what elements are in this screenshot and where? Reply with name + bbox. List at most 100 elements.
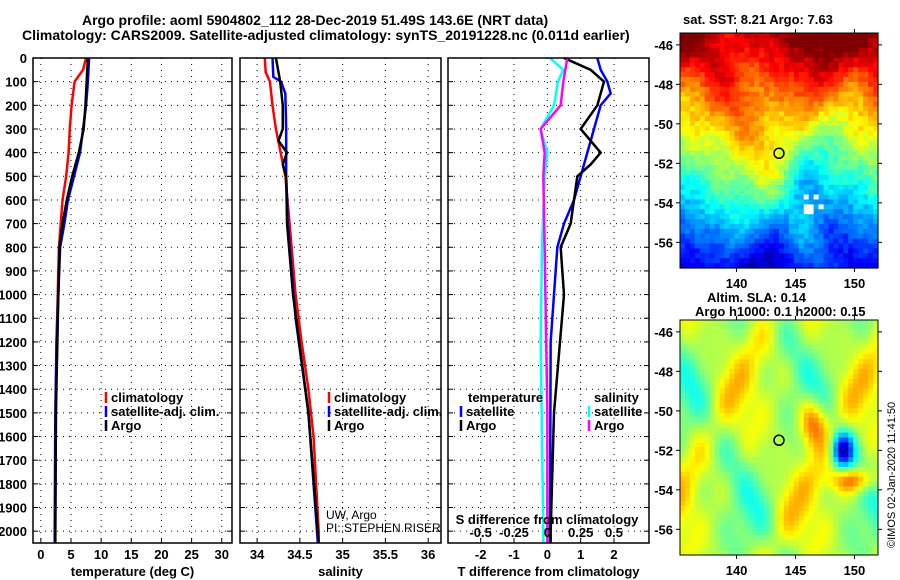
map-cell (709, 506, 716, 512)
map-cell (680, 37, 686, 44)
map-cell (793, 398, 800, 404)
map-cell (873, 457, 879, 463)
map-cell (754, 506, 760, 512)
map-cell (788, 209, 795, 215)
map-cell (779, 106, 785, 112)
map-cell (769, 378, 775, 385)
map-cell (714, 135, 721, 142)
map-cell (858, 67, 864, 73)
map-cell (680, 354, 686, 360)
map-cell (684, 111, 691, 117)
map-cell (729, 219, 736, 225)
map-cell (863, 471, 869, 478)
map-cell (798, 324, 805, 331)
map-cell (729, 364, 736, 370)
map-cell (704, 447, 711, 453)
map-cell (808, 545, 815, 551)
map-cell (818, 204, 825, 210)
map-cell (709, 550, 716, 556)
map-cell (858, 160, 864, 166)
map-cell (783, 160, 790, 166)
map-cell (848, 530, 854, 537)
map-cell (793, 383, 800, 390)
map-cell (823, 263, 830, 269)
series-line-satellite-adj-clim- (271, 57, 320, 544)
map-cell (684, 329, 691, 336)
map-cell (704, 501, 711, 507)
map-cell (823, 62, 830, 68)
map-cell (858, 354, 864, 360)
map-cell (714, 72, 721, 78)
map-cell (774, 491, 780, 497)
map-cell (793, 77, 800, 83)
map-cell (803, 461, 810, 468)
map-cell (704, 437, 711, 443)
map-cell (774, 189, 780, 196)
map-cell (818, 403, 825, 409)
map-cell (769, 194, 775, 201)
map-cell (853, 393, 859, 399)
map-cell (788, 324, 795, 331)
map-cell (769, 364, 775, 370)
map-cell (813, 219, 820, 225)
map-cell (863, 334, 869, 341)
map-cell (764, 219, 770, 225)
map-cell (769, 77, 775, 83)
map-cell (798, 258, 805, 264)
map-cell (714, 106, 721, 112)
map-cell (774, 437, 780, 443)
map-cell (863, 86, 869, 93)
map-cell (828, 179, 835, 186)
map-cell (779, 37, 785, 44)
map-cell (719, 349, 726, 355)
map-cell (803, 184, 810, 191)
s-tick-label: -0.25 (499, 525, 529, 540)
map-cell (719, 204, 726, 210)
map-cell (704, 466, 711, 473)
map-cell (858, 329, 864, 336)
map-cell (680, 496, 686, 502)
map-cell (848, 67, 854, 73)
map-cell (744, 364, 750, 370)
map-cell (699, 506, 706, 512)
map-cell (719, 150, 726, 156)
map-cell (798, 530, 805, 537)
map-cell (764, 263, 770, 269)
map-cell (689, 130, 696, 137)
map-cell (714, 496, 721, 502)
map-cell (833, 422, 839, 429)
map-cell (823, 145, 830, 152)
map-cell (689, 510, 696, 517)
map-cell (813, 364, 820, 370)
map-cell (749, 174, 755, 181)
map-cell (684, 243, 691, 250)
map-cell (853, 209, 859, 215)
map-cell (680, 86, 686, 93)
map-cell (873, 194, 879, 201)
map-cell (714, 466, 721, 473)
map-cell (779, 378, 785, 385)
map-cell (689, 33, 696, 39)
map-cell (680, 329, 686, 336)
map-cell (704, 364, 711, 370)
map-cell (788, 86, 795, 93)
map-cell (680, 510, 686, 517)
map-cell (808, 116, 815, 122)
map-cell (798, 67, 805, 73)
map-cell (764, 101, 770, 108)
map-cell (843, 160, 849, 166)
map-cell (813, 52, 820, 59)
map-cell (813, 545, 820, 551)
map-cell (724, 530, 731, 537)
map-cell (744, 417, 750, 424)
map-cell (793, 37, 800, 44)
map-cell (734, 388, 740, 395)
map-cell (868, 52, 874, 59)
plot-frame (32, 57, 233, 544)
map-cell (853, 106, 859, 112)
map-cell (818, 506, 825, 512)
map-cell (779, 47, 785, 54)
map-cell (709, 135, 716, 142)
map-cell (793, 81, 800, 88)
map-cell (680, 160, 686, 166)
